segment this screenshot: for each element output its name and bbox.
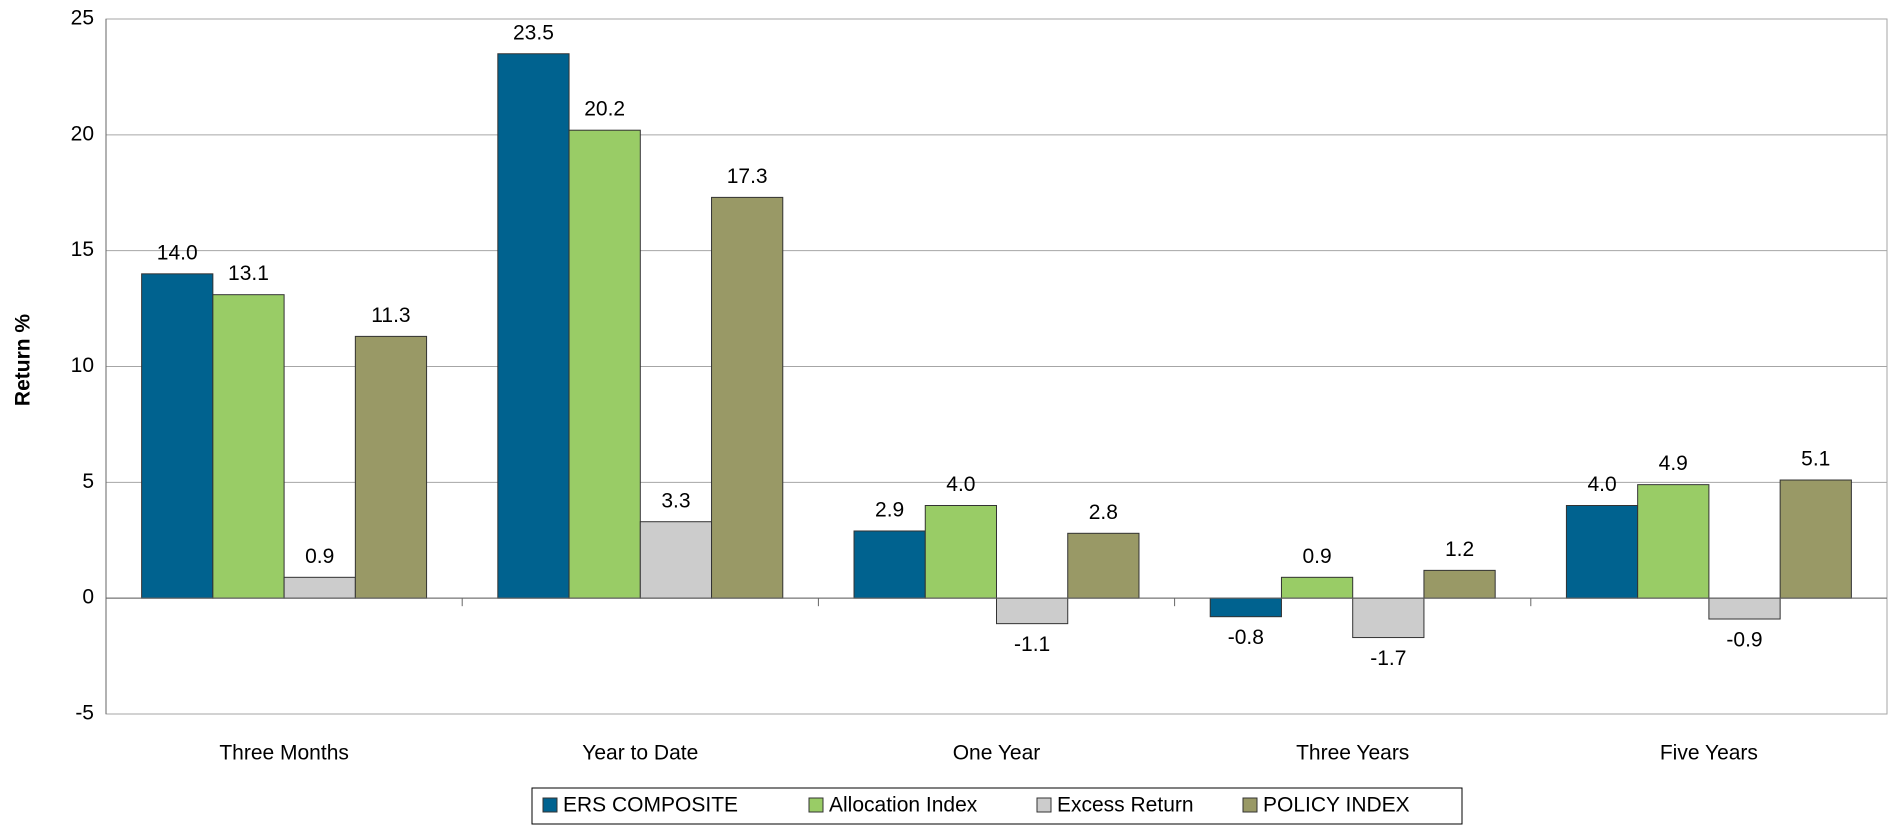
y-tick-label: -5 — [75, 702, 94, 725]
data-label: 4.0 — [1587, 473, 1616, 496]
legend-label: Allocation Index — [829, 794, 978, 817]
bar — [1280, 576, 1354, 599]
data-label: 3.3 — [661, 489, 690, 512]
data-label: 0.9 — [1302, 545, 1331, 568]
data-label: 0.9 — [305, 545, 334, 568]
bar — [212, 294, 285, 599]
y-tick-label: 10 — [71, 354, 94, 377]
legend-swatch — [1036, 797, 1052, 813]
bar — [568, 129, 641, 599]
data-label: 5.1 — [1801, 448, 1830, 471]
data-label: -1.1 — [1014, 633, 1050, 656]
data-label: 23.5 — [513, 21, 554, 44]
x-tick-label: Three Years — [1296, 742, 1409, 765]
x-tick-label: Year to Date — [582, 742, 698, 765]
data-label: -0.8 — [1228, 626, 1264, 649]
bar — [141, 273, 214, 599]
x-tick-label: One Year — [953, 742, 1041, 765]
bar — [1637, 484, 1710, 599]
x-tick-label: Three Months — [219, 742, 349, 765]
legend-label: Excess Return — [1057, 794, 1194, 817]
data-label: 20.2 — [584, 98, 625, 121]
legend-swatch — [1242, 797, 1258, 813]
data-label: 13.1 — [228, 262, 269, 285]
data-label: -1.7 — [1370, 647, 1406, 670]
legend-swatch — [542, 797, 558, 813]
x-tick-label: Five Years — [1660, 742, 1758, 765]
bar — [497, 53, 570, 599]
y-tick-label: 0 — [82, 586, 94, 609]
y-tick-label: 25 — [71, 7, 94, 30]
bar — [1067, 532, 1140, 599]
data-label: 4.0 — [946, 473, 975, 496]
y-tick-label: 15 — [71, 238, 94, 261]
y-axis-label: Return % — [12, 314, 35, 407]
bar — [1209, 597, 1282, 618]
data-label: 11.3 — [371, 304, 410, 327]
bar — [1352, 597, 1425, 639]
data-label: 1.2 — [1445, 538, 1474, 561]
y-tick-label: 20 — [71, 122, 94, 145]
data-label: 14.0 — [157, 241, 198, 264]
data-label: 4.9 — [1659, 452, 1688, 475]
bar — [639, 521, 713, 599]
legend-swatch — [808, 797, 824, 813]
bar — [711, 196, 784, 599]
legend-box — [531, 787, 1463, 825]
data-label: 2.8 — [1089, 501, 1118, 524]
bar — [996, 597, 1069, 625]
legend-label: POLICY INDEX — [1263, 794, 1410, 817]
legend-label: ERS COMPOSITE — [563, 794, 738, 817]
y-tick-label: 5 — [82, 470, 94, 493]
bar — [1779, 479, 1852, 599]
bar — [283, 576, 356, 599]
bar — [354, 335, 428, 599]
data-label: 2.9 — [875, 499, 904, 522]
bar — [853, 530, 926, 599]
data-label: -0.9 — [1726, 629, 1762, 652]
bar — [924, 505, 998, 599]
bar — [1708, 597, 1781, 620]
data-label: 17.3 — [727, 165, 768, 188]
bar — [1423, 569, 1496, 599]
bar — [1565, 505, 1639, 599]
